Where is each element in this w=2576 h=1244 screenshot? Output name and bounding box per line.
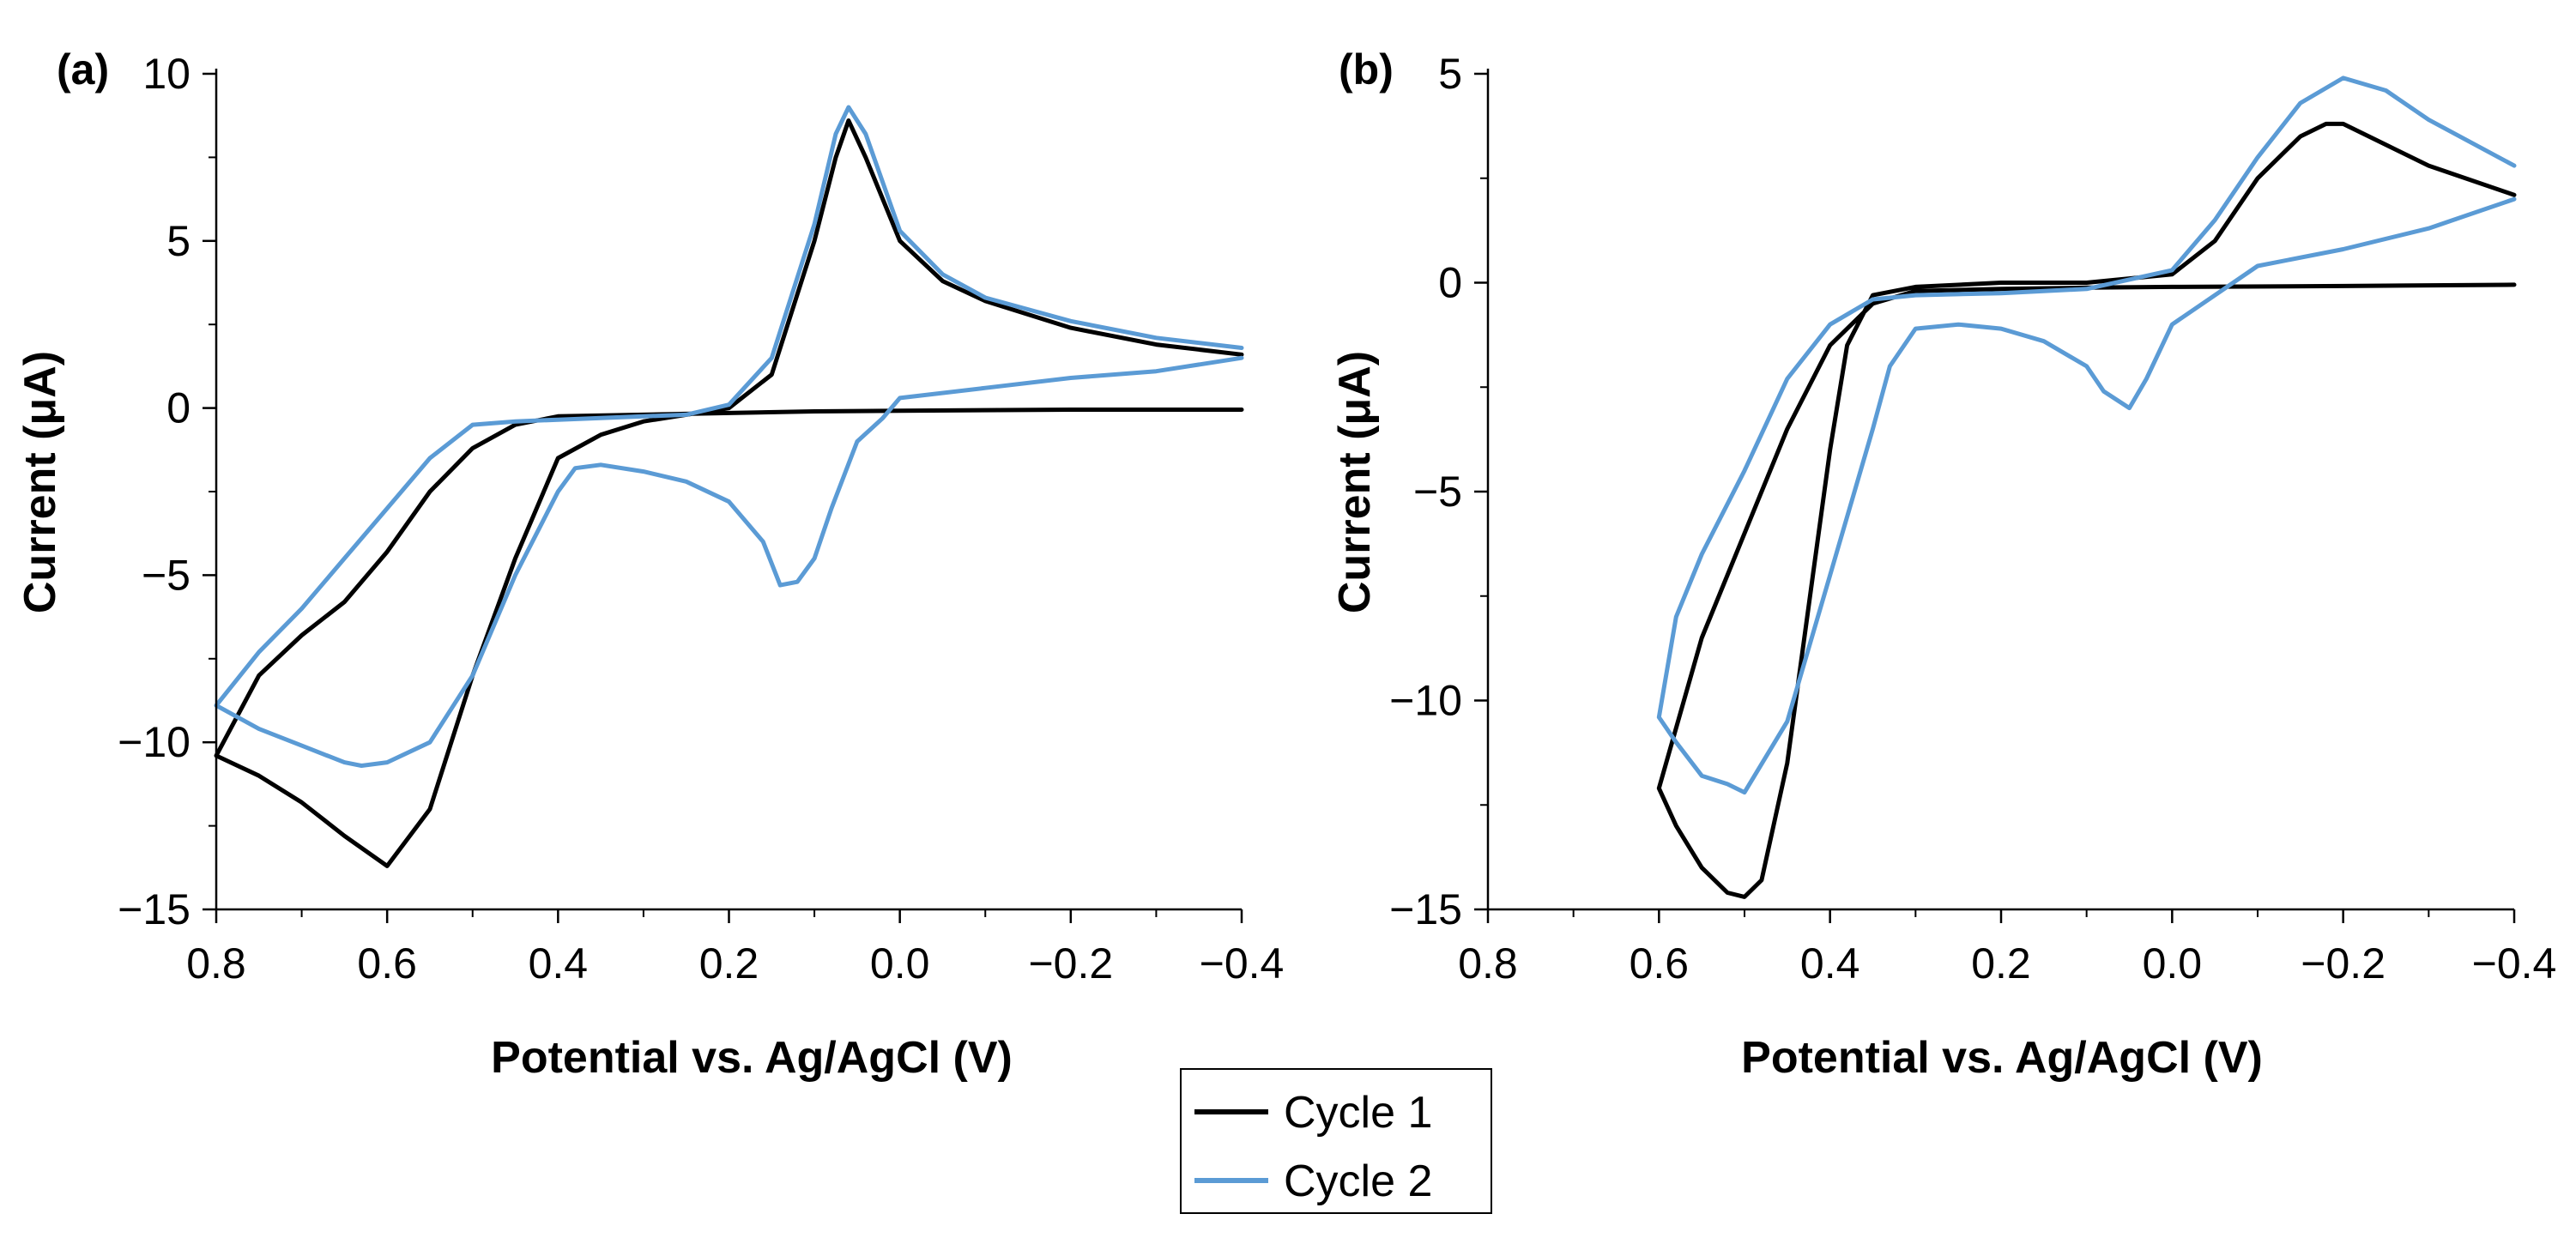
- panel-a-x-tick-label: 0.2: [699, 939, 759, 987]
- legend: Cycle 1 Cycle 2: [1180, 1068, 1492, 1214]
- panel-a-y-tick-label: −5: [142, 551, 190, 599]
- panel-b-x-tick-label: 0.0: [2143, 939, 2203, 987]
- panel-b-y-tick-label: −10: [1389, 677, 1462, 725]
- panel-b-series-cycle-2: [1656, 75, 2517, 795]
- panel-a-x-axis-title: Potential vs. Ag/AgCl (V): [491, 1033, 1013, 1083]
- panel-a-y-tick-label: −15: [118, 885, 190, 933]
- panel-a-x-tick-label: 0.4: [529, 939, 589, 987]
- panel-a-y-tick-label: 5: [166, 217, 190, 265]
- panel-a-x-tick-label: −0.4: [1200, 939, 1285, 987]
- panel-b-chart: (b) Potential vs. Ag/AgCl (V) Current (μ…: [1330, 45, 2556, 1083]
- panel-b-x-tick-label: 0.8: [1458, 939, 1518, 987]
- panel-b-y-tick-label: 5: [1438, 50, 1462, 98]
- panel-b-x-tick-label: 0.4: [1800, 939, 1860, 987]
- panel-a-series-cycle-2: [214, 105, 1244, 768]
- panel-b-label: (b): [1339, 45, 1394, 94]
- legend-box: [1180, 1068, 1492, 1214]
- panel-a-label: (a): [57, 45, 109, 94]
- panel-a-x-tick-label: 0.8: [186, 939, 246, 987]
- panel-a-x-tick-label: 0.6: [357, 939, 417, 987]
- panel-b-y-axis-title: Current (μA): [1330, 351, 1380, 613]
- panel-a-series-cycle-1: [214, 118, 1244, 868]
- panel-b-y-tick-label: 0: [1438, 259, 1462, 307]
- panel-b-x-axis-title: Potential vs. Ag/AgCl (V): [1741, 1033, 2263, 1083]
- panel-a-y-tick-label: 0: [166, 384, 190, 432]
- panel-b-y-tick-label: −5: [1413, 468, 1462, 516]
- panel-b-x-tick-label: 0.2: [1971, 939, 2031, 987]
- panel-a-chart: (a) Potential vs. Ag/AgCl (V) Current (μ…: [15, 45, 1284, 1083]
- panel-b-y-tick-label: −15: [1389, 885, 1462, 933]
- legend-label-cycle-1: Cycle 1: [1284, 1088, 1432, 1138]
- panel-b-x-tick-label: 0.6: [1630, 939, 1690, 987]
- legend-label-cycle-2: Cycle 2: [1284, 1156, 1432, 1206]
- panel-b-x-tick-label: −0.4: [2472, 939, 2557, 987]
- panel-b-x-tick-label: −0.2: [2301, 939, 2386, 987]
- panel-a-y-tick-label: 10: [142, 50, 190, 98]
- panel-a-x-tick-label: 0.0: [870, 939, 930, 987]
- panel-a-y-tick-label: −10: [118, 718, 190, 766]
- panel-a-x-tick-label: −0.2: [1028, 939, 1113, 987]
- panel-a-y-axis-title: Current (μA): [15, 351, 65, 613]
